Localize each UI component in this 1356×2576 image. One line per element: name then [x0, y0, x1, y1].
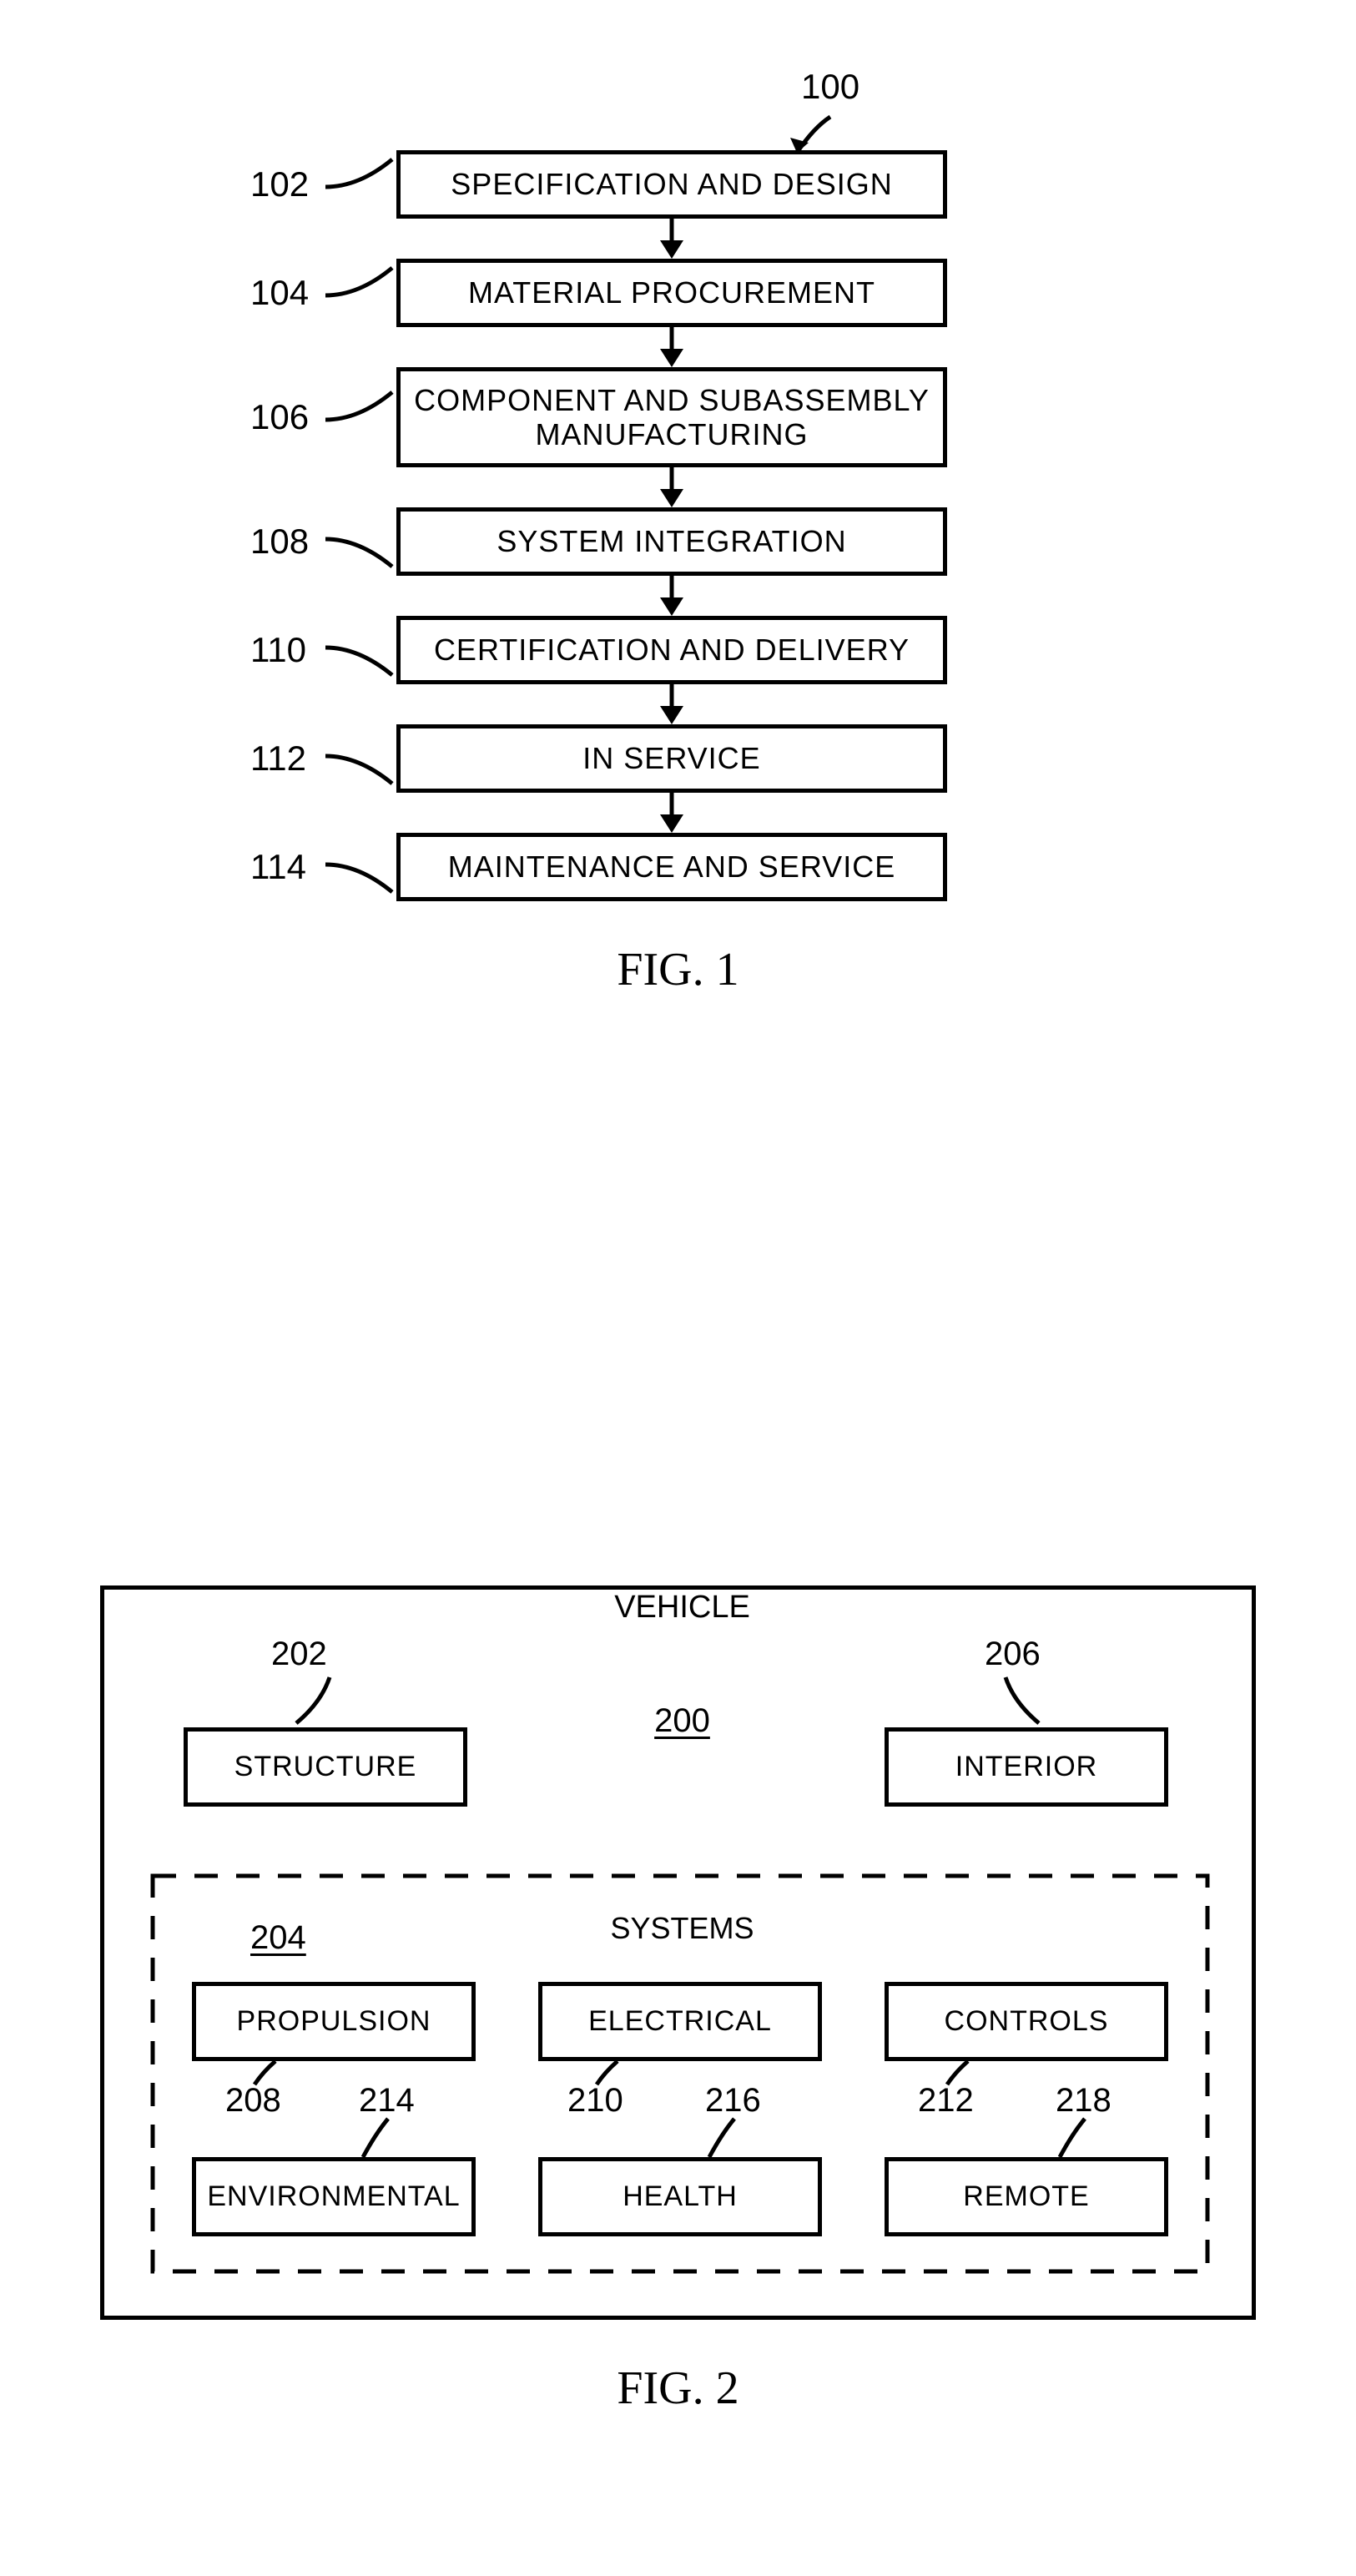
fig1-caption: FIG. 1	[250, 943, 1106, 996]
flow-step-114: 114 MAINTENANCE AND SERVICE	[250, 833, 1106, 901]
flow-leader-106	[321, 382, 405, 432]
flow-leader-102	[321, 149, 405, 199]
flow-box-108: SYSTEM INTEGRATION	[396, 507, 947, 576]
figure-2: VEHICLE 200 202STRUCTURE206INTERIOR SYST…	[100, 1585, 1256, 2320]
flow-step-106: 106 COMPONENT AND SUBASSEMBLY MANUFACTURI…	[250, 367, 1106, 467]
fig2-box-202: STRUCTURE	[184, 1727, 467, 1807]
fig1-ref-100: 100	[801, 67, 859, 107]
flow-leader-104	[321, 258, 405, 308]
flow-arrow-102	[655, 219, 688, 259]
fig2-leader-212	[935, 2059, 1001, 2110]
flow-box-106: COMPONENT AND SUBASSEMBLY MANUFACTURING	[396, 367, 947, 467]
flow-step-102: 102 SPECIFICATION AND DESIGN	[250, 150, 1106, 219]
fig2-box-212: CONTROLS	[885, 1982, 1168, 2061]
flow-ref-112: 112	[250, 739, 306, 779]
flow-leader-110	[321, 638, 405, 688]
fig2-title: VEHICLE	[104, 1590, 1260, 1626]
flow-box-104: MATERIAL PROCUREMENT	[396, 259, 947, 327]
fig2-leader-210	[584, 2059, 651, 2110]
fig2-leader-216	[705, 2117, 772, 2167]
flow-leader-112	[321, 746, 405, 796]
systems-ref-204: 204	[250, 1919, 306, 1957]
page: 100 102 SPECIFICATION AND DESIGN 104 MATERI…	[0, 0, 1356, 2576]
flow-step-108: 108 SYSTEM INTEGRATION	[250, 507, 1106, 576]
flow-arrow-112	[655, 793, 688, 833]
flow-ref-110: 110	[250, 630, 306, 670]
fig2-leader-208	[242, 2059, 309, 2110]
flow-ref-102: 102	[250, 164, 309, 204]
flow-leader-114	[321, 854, 405, 905]
fig2-ref-218: 218	[1056, 2082, 1112, 2120]
fig2-box-214: ENVIRONMENTAL	[192, 2157, 476, 2236]
flow-box-102: SPECIFICATION AND DESIGN	[396, 150, 947, 219]
flow-arrow-106	[655, 467, 688, 507]
fig2-ref-214: 214	[359, 2082, 415, 2120]
flow-step-112: 112 IN SERVICE	[250, 724, 1106, 793]
fig2-ref-216: 216	[705, 2082, 761, 2120]
fig2-box-208: PROPULSION	[192, 1982, 476, 2061]
flow-arrow-110	[655, 684, 688, 724]
flow-ref-106: 106	[250, 397, 309, 437]
flow-box-110: CERTIFICATION AND DELIVERY	[396, 616, 947, 684]
flow-box-112: IN SERVICE	[396, 724, 947, 793]
fig2-box-206: INTERIOR	[885, 1727, 1168, 1807]
fig2-outer-box: VEHICLE 200 202STRUCTURE206INTERIOR SYST…	[100, 1585, 1256, 2320]
flow-box-114: MAINTENANCE AND SERVICE	[396, 833, 947, 901]
flow-arrow-104	[655, 327, 688, 367]
flow-ref-108: 108	[250, 522, 309, 562]
fig2-leader-218	[1056, 2117, 1122, 2167]
fig2-caption: FIG. 2	[100, 2362, 1256, 2415]
flow-ref-104: 104	[250, 273, 309, 313]
flow-step-104: 104 MATERIAL PROCUREMENT	[250, 259, 1106, 327]
fig2-box-216: HEALTH	[538, 2157, 822, 2236]
fig2-leader-206	[989, 1673, 1064, 1732]
flow-step-110: 110 CERTIFICATION AND DELIVERY	[250, 616, 1106, 684]
fig2-leader-202	[292, 1673, 367, 1732]
fig2-box-210: ELECTRICAL	[538, 1982, 822, 2061]
fig2-ref-206: 206	[985, 1636, 1041, 1673]
flow-ref-114: 114	[250, 847, 306, 887]
flow-leader-108	[321, 529, 405, 579]
fig2-box-218: REMOTE	[885, 2157, 1168, 2236]
flow-arrow-108	[655, 576, 688, 616]
fig2-leader-214	[359, 2117, 426, 2167]
fig2-ref-202: 202	[271, 1636, 327, 1673]
